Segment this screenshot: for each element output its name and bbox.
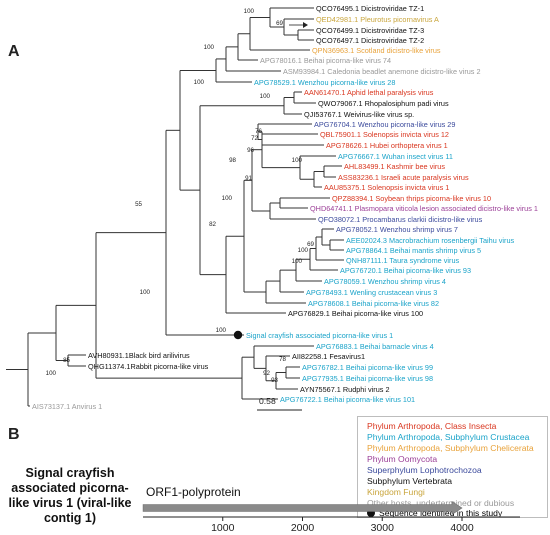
tree-leaf-label: QFO38072.1 Procambarus clarkii dicistro-…: [318, 215, 483, 224]
bootstrap-value: 69: [276, 20, 283, 27]
legend-item-insecta: Phylum Arthropoda, Class Insecta: [367, 421, 497, 431]
bootstrap-value: 76: [255, 128, 262, 135]
study-marker-dot-icon: [367, 509, 375, 517]
tree-leaf-label: AEE02024.3 Macrobrachium rosenbergii Tai…: [346, 236, 515, 245]
tree-leaf-label: APG78052.1 Wenzhou shrimp virus 7: [336, 225, 458, 234]
bootstrap-value: 100: [46, 370, 57, 377]
tree-leaf-label: QCO76495.1 Dicistroviridae TZ-1: [316, 4, 424, 13]
bootstrap-value: 92: [263, 370, 270, 377]
bootstrap-value: 100: [292, 258, 303, 265]
tree-leaf-label: APG76829.1 Beihai picorna-like virus 100: [288, 309, 423, 318]
phylogenetic-tree: QCO76495.1 Dicistroviridae TZ-1 QED42981.…: [6, 4, 538, 411]
host-legend: Phylum Arthropoda, Class Insecta Phylum …: [357, 416, 548, 518]
bootstrap-value: 96: [247, 147, 254, 154]
tree-leaf-label: AII82258.1 Fesavirus1: [292, 352, 365, 361]
tree-leaf-label: APG76883.1 Beihai barnacle virus 4: [316, 342, 434, 351]
bootstrap-value: 91: [245, 175, 252, 182]
bootstrap-value: 100: [194, 79, 205, 86]
tree-leaf-label: APG76782.1 Beihai picorna-like virus 99: [302, 363, 433, 372]
tree-leaf-label: APG76722.1 Beihai picorna-like virus 101: [280, 395, 415, 404]
bootstrap-value: 55: [135, 201, 142, 208]
legend-item-lophotrochozoa: Superphylum Lophotrochozoa: [367, 465, 482, 475]
tree-leaf-label: QCO76499.1 Dicistroviridae TZ-3: [316, 26, 424, 35]
tree-leaf-label: AYN75567.1 Rudphi virus 2: [300, 385, 390, 394]
tree-leaf-label: QBL75901.1 Solenopsis invicta virus 12: [320, 130, 449, 139]
tree-leaf-label: QPZ88394.1 Soybean thrips picorna-like v…: [332, 194, 491, 203]
bootstrap-value: 98: [229, 157, 236, 164]
tree-leaf-label: QCO76497.1 Dicistroviridae TZ-2: [316, 36, 424, 45]
tree-leaf-label: AAN61470.1 Aphid lethal paralysis virus: [304, 88, 434, 97]
legend-item-other: Other hosts, undertermined or dubious: [367, 498, 515, 508]
genome-tick-label: 4000: [450, 522, 474, 534]
tree-leaf-label: APG78864.1 Beihai mantis shrimp virus 5: [346, 246, 481, 255]
tree-leaf-label: AVH80931.1Black bird arilivirus: [88, 351, 190, 360]
tree-leaf-label: QHD64741.1 Plasmopara viticola lesion as…: [310, 204, 538, 213]
tree-leaf-label: APG78529.1 Wenzhou picorna-like virus 28: [254, 78, 395, 87]
tree-leaf-label: AAU85375.1 Solenopsis invicta virus 1: [324, 183, 449, 192]
genome-tick-label: 1000: [211, 522, 235, 534]
bootstrap-value: 100: [140, 289, 151, 296]
legend-item-crustacea: Phylum Arthropoda, Subphylum Crustacea: [367, 432, 530, 442]
orf1-polyprotein-arrow: [142, 500, 463, 516]
panel-a-letter: A: [8, 43, 20, 60]
pointer-arrowhead-icon: [303, 22, 308, 28]
bootstrap-value: 69: [307, 241, 314, 248]
tree-leaf-label: QED42981.1 Pleurotus picornavirus A: [316, 15, 439, 24]
tree-leaf-label: APG78016.1 Beihai picorna-like virus 74: [260, 56, 391, 65]
bootstrap-value: 82: [209, 221, 216, 228]
tree-leaf-label: AHL83499.1 Kashmir bee virus: [344, 162, 445, 171]
genome-tick-label: 3000: [371, 522, 395, 534]
bootstrap-value: 93: [271, 377, 278, 384]
legend-item-fungi: Kingdom Fungi: [367, 487, 425, 497]
legend-item-chelicerata: Phylum Arthropoda, Subphylum Chelicerata: [367, 443, 534, 453]
tree-leaf-label: APG77935.1 Beihai picorna-like virus 98: [302, 374, 433, 383]
legend-item-oomycota: Phylum Oomycota: [367, 454, 438, 464]
tree-leaf-label: QJI53767.1 Weivirus-like virus sp.: [304, 110, 414, 119]
bootstrap-value: 85: [63, 357, 70, 364]
bootstrap-value: 100: [260, 93, 271, 100]
bootstrap-value: 100: [222, 195, 233, 202]
tree-leaf-label: QWO79067.1 Rhopalosiphum padi virus: [318, 99, 449, 108]
bootstrap-value: 78: [279, 356, 286, 363]
tree-leaf-label: ASM93984.1 Caledonia beadlet anemone dic…: [283, 67, 481, 76]
tree-leaf-label: ASS83236.1 Israeli acute paralysis virus: [338, 173, 469, 182]
legend-item-vertebrata: Subphylum Vertebrata: [367, 476, 453, 486]
bootstrap-value: 100: [244, 8, 255, 15]
bootstrap-value: 100: [292, 157, 303, 164]
tree-leaf-label: Signal crayfish associated picorna-like …: [246, 331, 393, 340]
panel-b-letter: B: [8, 426, 20, 443]
legend-item-study-marker: Sequence identified in this study: [367, 508, 502, 518]
tree-leaf-label: AIS73137.1 Anvirus 1: [32, 402, 102, 411]
study-marker-label: Sequence identified in this study: [379, 508, 503, 518]
tree-leaf-label: APG78059.1 Wenzhou shrimp virus 4: [324, 277, 446, 286]
tree-leaf-label: APG76667.1 Wuhan insect virus 11: [338, 152, 453, 161]
tree-leaf-label: APG76704.1 Wenzhou picorna-like virus 29: [314, 120, 455, 129]
tree-leaf-label: QHG11374.1Rabbit picorna-like virus: [88, 362, 209, 371]
bootstrap-value: 72: [251, 135, 258, 142]
tree-leaf-label: APG78626.1 Hubei orthoptera virus 1: [326, 141, 448, 150]
study-sequence-dot-icon: [233, 330, 243, 340]
bootstrap-value: 100: [216, 327, 227, 334]
tree-leaf-label: QPN36963.1 Scotland dicistro-like virus: [312, 46, 441, 55]
genome-virus-name: Signal crayfish associated picorna-like …: [8, 466, 132, 525]
orf-label: ORF1-polyprotein: [146, 485, 241, 499]
genome-tick-label: 2000: [291, 522, 315, 534]
tree-leaf-label: QNH87111.1 Taura syndrome virus: [346, 256, 460, 265]
scale-bar-label: 0.58: [259, 396, 276, 406]
bootstrap-value: 100: [204, 44, 215, 51]
bootstrap-value: 100: [298, 247, 309, 254]
tree-leaf-label: APG78608.1 Beihai picorna-like virus 82: [308, 299, 439, 308]
tree-leaf-label: APG78493.1 Wenling crustacean virus 3: [306, 288, 437, 297]
tree-leaf-label: APG76720.1 Beihai picorna-like virus 93: [340, 266, 471, 275]
